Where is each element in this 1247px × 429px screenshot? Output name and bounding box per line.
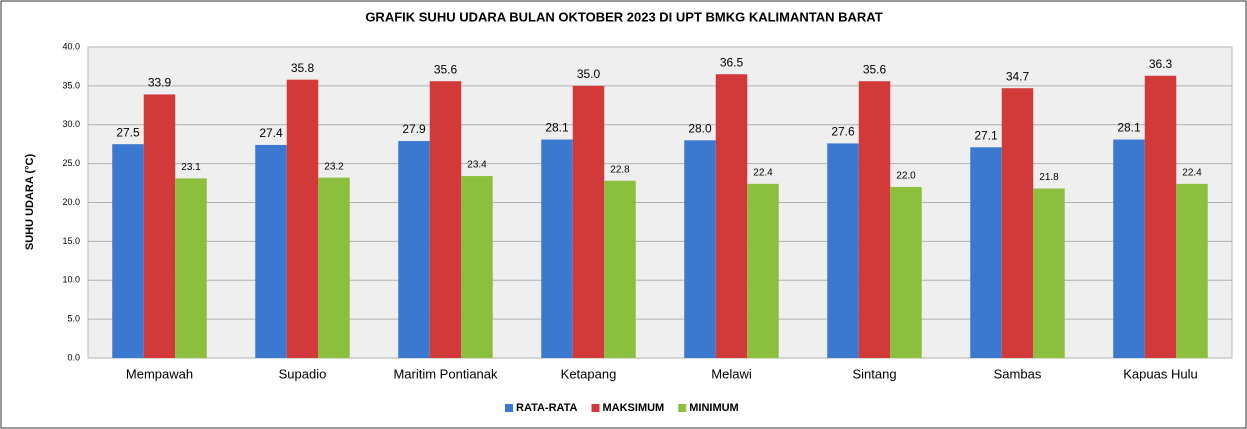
bar <box>318 177 350 358</box>
value-label: 35.6 <box>434 62 458 76</box>
y-tick-label: 25.0 <box>62 158 80 168</box>
x-tick-label: Sintang <box>852 366 896 381</box>
x-tick-label: Ketapang <box>561 366 617 381</box>
x-tick-label: Sambas <box>994 366 1042 381</box>
value-label: 28.0 <box>688 121 712 135</box>
bar <box>827 143 859 358</box>
legend-label: MAKSIMUM <box>603 402 665 414</box>
value-label: 33.9 <box>148 76 172 90</box>
value-label: 22.4 <box>1182 167 1202 178</box>
bar <box>1033 188 1065 358</box>
x-tick-label: Maritim Pontianak <box>393 366 498 381</box>
value-label: 27.6 <box>831 125 855 139</box>
bar <box>858 81 891 359</box>
bar <box>1113 139 1145 358</box>
bar <box>255 144 287 358</box>
y-tick-label: 35.0 <box>62 80 80 90</box>
legend-swatch <box>678 404 687 412</box>
bar <box>747 183 779 358</box>
value-label: 22.0 <box>896 171 916 182</box>
bar <box>1176 183 1208 358</box>
value-label: 27.5 <box>116 125 140 139</box>
legend-swatch <box>591 404 600 412</box>
value-label: 36.5 <box>720 55 744 69</box>
bar <box>461 176 493 358</box>
bar <box>429 81 462 359</box>
value-label: 28.1 <box>1117 121 1141 135</box>
x-tick-label: Melawi <box>711 366 752 381</box>
x-tick-label: Mempawah <box>126 366 193 381</box>
value-label: 22.4 <box>753 167 773 178</box>
legend-label: MINIMUM <box>689 402 739 414</box>
bar <box>175 178 207 358</box>
value-label: 23.2 <box>324 161 344 172</box>
y-tick-label: 20.0 <box>62 197 80 207</box>
value-label: 27.1 <box>974 128 998 142</box>
chart-title: GRAFIK SUHU UDARA BULAN OKTOBER 2023 DI … <box>365 9 882 24</box>
value-label: 36.3 <box>1149 57 1173 71</box>
x-tick-label: Kapuas Hulu <box>1123 366 1197 381</box>
bar <box>604 180 636 358</box>
bar <box>143 94 176 359</box>
value-label: 35.8 <box>291 61 315 75</box>
y-tick-label: 5.0 <box>67 314 80 324</box>
value-label: 27.4 <box>259 126 283 140</box>
bar <box>1001 88 1034 359</box>
y-axis-label: SUHU UDARA (°C) <box>24 154 36 251</box>
legend-swatch <box>505 404 513 412</box>
bar <box>715 74 748 359</box>
y-tick-label: 40.0 <box>62 41 80 51</box>
value-label: 35.6 <box>863 62 887 76</box>
y-tick-label: 15.0 <box>62 236 80 246</box>
bar <box>398 141 430 358</box>
legend-label: RATA-RATA <box>516 402 578 414</box>
bar <box>541 139 573 358</box>
value-label: 21.8 <box>1039 172 1059 183</box>
value-label: 22.8 <box>610 164 630 175</box>
y-tick-label: 0.0 <box>67 352 80 362</box>
value-label: 34.7 <box>1006 69 1030 83</box>
y-tick-label: 10.0 <box>62 275 80 285</box>
value-label: 27.9 <box>402 122 426 136</box>
bar <box>890 186 922 358</box>
bar <box>572 85 605 358</box>
value-label: 23.4 <box>467 160 487 171</box>
value-label: 28.1 <box>545 121 569 135</box>
x-tick-label: Supadio <box>279 366 327 381</box>
y-tick-label: 30.0 <box>62 119 80 129</box>
value-label: 23.1 <box>181 162 201 173</box>
bar <box>684 140 716 358</box>
value-label: 35.0 <box>577 67 601 81</box>
bar <box>112 144 144 358</box>
bar <box>970 147 1002 358</box>
bar <box>1144 75 1177 358</box>
bar <box>286 79 319 358</box>
